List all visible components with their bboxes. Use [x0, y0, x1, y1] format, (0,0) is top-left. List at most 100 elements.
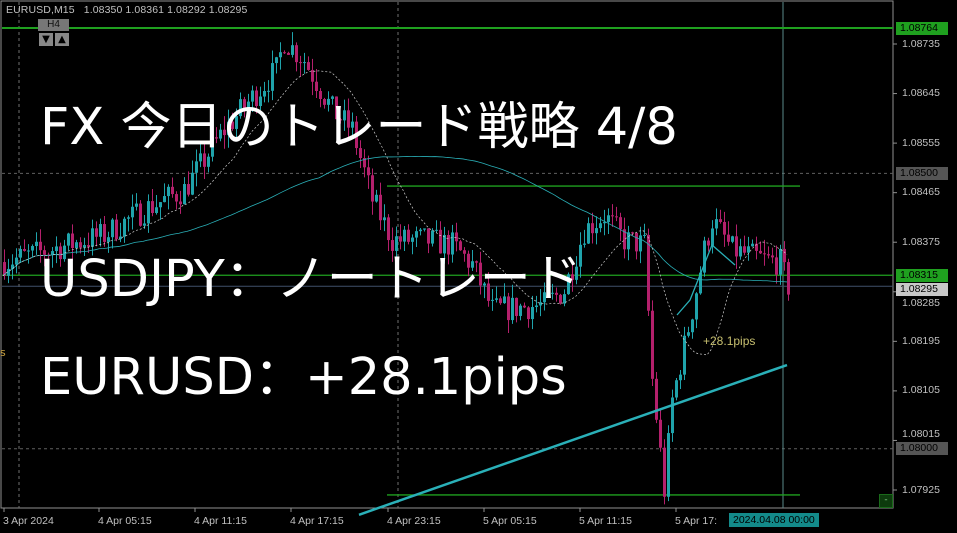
bear-candle	[79, 242, 82, 248]
moving-average-long	[358, 363, 788, 516]
bear-candle	[475, 261, 478, 263]
bull-candle	[327, 98, 330, 105]
bear-candle	[339, 119, 342, 121]
bear-candle	[307, 62, 310, 70]
bear-candle	[71, 233, 74, 248]
price-label: 1.08315	[896, 268, 948, 282]
bull-candle	[55, 246, 58, 252]
bull-candle	[259, 96, 262, 107]
y-tick-label: 1.08015	[902, 428, 940, 441]
bull-candle	[679, 374, 682, 381]
chart-header: EURUSD,M15 1.08350 1.08361 1.08292 1.082…	[6, 4, 247, 16]
bear-candle	[527, 307, 530, 320]
bear-candle	[499, 298, 502, 304]
price-label: 1.08764	[896, 21, 948, 35]
bear-candle	[571, 274, 574, 280]
bear-candle	[391, 240, 394, 251]
overlay-title: FX 今日のトレード戦略 4/8	[40, 98, 678, 157]
bull-candle	[247, 101, 250, 109]
x-tick-label: 4 Apr 11:15	[194, 515, 247, 527]
timeframe-down-icon[interactable]: ▼	[39, 33, 53, 46]
bear-candle	[323, 99, 326, 105]
bull-candle	[291, 45, 294, 55]
bull-candle	[451, 232, 454, 255]
bear-candle	[103, 224, 106, 242]
y-tick-label: 1.08555	[902, 136, 940, 149]
moving-average-medium	[2, 156, 788, 283]
bear-candle	[659, 419, 662, 448]
bear-candle	[39, 241, 42, 251]
bear-candle	[727, 234, 730, 242]
bull-candle	[235, 116, 238, 129]
bull-candle	[111, 219, 114, 238]
y-tick-label: 1.07925	[902, 483, 940, 496]
bull-candle	[83, 245, 86, 248]
bull-candle	[603, 222, 606, 224]
bear-candle	[407, 229, 410, 242]
bull-candle	[503, 296, 506, 304]
bear-candle	[175, 194, 178, 202]
bear-candle	[179, 201, 182, 205]
x-tick-label: 4 Apr 23:15	[387, 515, 441, 527]
bear-candle	[743, 246, 746, 253]
bull-candle	[423, 228, 426, 230]
bull-candle	[583, 243, 586, 245]
bear-candle	[515, 297, 518, 316]
bull-candle	[587, 223, 590, 244]
y-tick-label: 1.08285	[902, 296, 940, 309]
timeframe-up-icon[interactable]: ▲	[55, 33, 69, 46]
bull-candle	[127, 217, 130, 219]
y-tick-label: 1.08195	[902, 334, 940, 347]
bull-candle	[263, 91, 266, 97]
bull-candle	[519, 305, 522, 316]
bull-candle	[731, 236, 734, 242]
bear-candle	[735, 236, 738, 257]
bull-candle	[671, 397, 674, 434]
bear-candle	[139, 203, 142, 226]
bear-candle	[335, 96, 338, 120]
bull-candle	[691, 319, 694, 333]
bull-candle	[607, 215, 610, 223]
bear-candle	[559, 294, 562, 304]
trade-path-line	[676, 243, 736, 316]
bull-candle	[75, 242, 78, 248]
bear-candle	[755, 243, 758, 251]
bear-candle	[759, 250, 762, 254]
bear-candle	[347, 110, 350, 128]
bear-candle	[115, 219, 118, 240]
timeframe-button[interactable]: H4	[38, 19, 69, 31]
bear-candle	[43, 250, 46, 255]
bull-candle	[395, 236, 398, 251]
bear-candle	[631, 232, 634, 234]
bull-candle	[375, 194, 378, 202]
bull-candle	[107, 237, 110, 242]
bull-candle	[303, 62, 306, 64]
bull-candle	[415, 231, 418, 238]
bear-candle	[655, 378, 658, 420]
bear-candle	[775, 257, 778, 275]
bull-candle	[159, 202, 162, 208]
bull-candle	[183, 184, 186, 205]
bull-candle	[687, 332, 690, 336]
bull-candle	[699, 272, 702, 294]
bull-candle	[31, 246, 34, 251]
bull-candle	[191, 172, 194, 195]
minimize-button[interactable]: -	[879, 494, 893, 508]
bull-candle	[35, 241, 38, 247]
bull-candle	[483, 283, 486, 286]
bull-candle	[599, 223, 602, 229]
bull-candle	[531, 307, 534, 320]
bull-candle	[495, 298, 498, 300]
bull-candle	[343, 110, 346, 121]
bear-candle	[507, 296, 510, 321]
bull-candle	[239, 99, 242, 117]
bull-candle	[739, 246, 742, 257]
bear-candle	[287, 52, 290, 55]
bull-candle	[695, 293, 698, 320]
bull-candle	[91, 228, 94, 247]
bull-candle	[511, 297, 514, 321]
bear-candle	[611, 215, 614, 217]
bull-candle	[751, 243, 754, 247]
bear-candle	[171, 186, 174, 195]
